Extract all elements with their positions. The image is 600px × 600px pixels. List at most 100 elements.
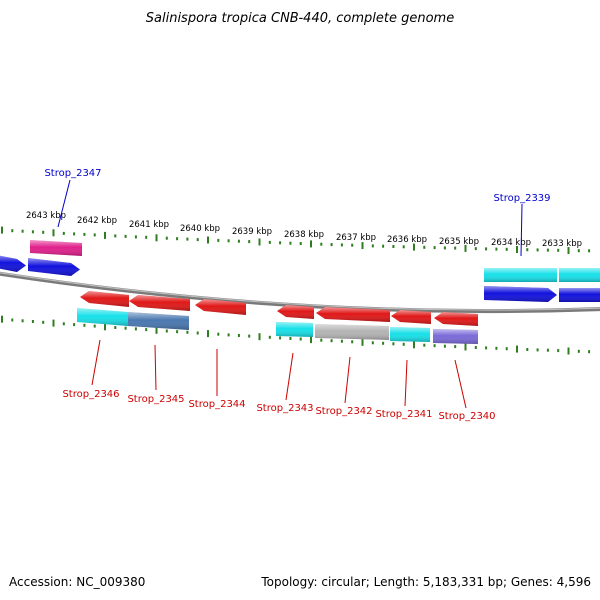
- minor-tick: [42, 230, 45, 234]
- minor-tick: [474, 346, 477, 349]
- minor-tick: [485, 346, 488, 350]
- minor-tick: [454, 246, 457, 250]
- tick-row-top: [1, 226, 591, 254]
- gene-label-strop-2341: Strop_2341: [375, 409, 432, 420]
- minor-tick: [340, 339, 343, 343]
- gene-strop-2340-block-shading: [433, 329, 478, 344]
- minor-tick: [93, 324, 96, 328]
- minor-tick: [588, 350, 591, 354]
- minor-tick: [320, 338, 323, 342]
- kbp-label: 2639 kbp: [232, 227, 272, 237]
- minor-tick: [330, 339, 333, 343]
- minor-tick: [557, 248, 560, 252]
- gene-label-strop-2340: Strop_2340: [438, 411, 495, 422]
- major-tick: [155, 326, 158, 334]
- minor-tick: [371, 341, 374, 345]
- minor-tick: [382, 341, 385, 345]
- leader-line: [520, 203, 523, 257]
- minor-tick: [382, 244, 385, 248]
- minor-tick: [31, 320, 34, 323]
- minor-tick: [62, 231, 65, 235]
- minor-tick: [124, 326, 127, 330]
- major-tick: [104, 323, 106, 331]
- minor-tick: [371, 244, 374, 248]
- gene-label-strop-2342: Strop_2342: [315, 406, 372, 417]
- leader-line: [154, 344, 157, 391]
- minor-tick: [114, 234, 117, 238]
- kbp-label: 2636 kbp: [387, 235, 427, 245]
- leader-line: [91, 339, 101, 386]
- major-tick: [413, 243, 415, 251]
- minor-tick: [134, 327, 137, 331]
- minor-tick: [237, 334, 240, 337]
- gene-strop-2346-block-shading: [77, 308, 128, 326]
- kbp-label: 2643 kbp: [26, 211, 66, 221]
- minor-tick: [557, 349, 560, 353]
- minor-tick: [505, 347, 508, 351]
- major-tick: [516, 345, 518, 353]
- minor-tick: [11, 229, 14, 233]
- gene-labels: Strop_2347 Strop_2339 Strop_2346 Strop_2…: [44, 168, 550, 422]
- minor-tick: [289, 241, 292, 245]
- kbp-label: 2635 kbp: [439, 237, 479, 247]
- minor-tick: [11, 318, 14, 322]
- major-tick: [52, 229, 55, 237]
- minor-tick: [299, 337, 302, 341]
- gene-strop-2339-shading: [484, 268, 557, 282]
- minor-tick: [495, 247, 498, 251]
- gene-blue-right-edge-shading: [559, 288, 600, 302]
- leader-line: [285, 352, 294, 401]
- minor-tick: [93, 233, 96, 237]
- gene-strop-2340-arrow-shading: [434, 312, 478, 326]
- minor-tick: [31, 230, 34, 234]
- genome-summary-text: Topology: circular; Length: 5,183,331 bp…: [260, 575, 591, 589]
- genome-backbone-highlight: [0, 272, 600, 311]
- map-title: Salinispora tropica CNB-440, complete ge…: [146, 11, 454, 26]
- minor-tick: [145, 235, 148, 239]
- major-tick: [258, 238, 261, 246]
- major-tick: [413, 341, 415, 349]
- minor-tick: [320, 242, 323, 246]
- minor-tick: [186, 237, 189, 241]
- gene-strop-2341-arrow-shading: [391, 310, 431, 324]
- minor-tick: [145, 328, 148, 332]
- major-tick: [516, 246, 518, 253]
- gene-strop-2341-block-shading: [390, 327, 430, 342]
- minor-tick: [474, 247, 477, 251]
- gene-label-strop-2343: Strop_2343: [256, 403, 313, 414]
- minor-tick: [351, 340, 354, 344]
- minor-tick: [176, 330, 179, 334]
- kbp-label: 2641 kbp: [129, 220, 169, 230]
- minor-tick: [83, 232, 86, 236]
- minor-tick: [237, 239, 240, 243]
- minor-tick: [495, 346, 498, 350]
- minor-tick: [423, 343, 426, 347]
- major-tick: [361, 242, 364, 250]
- minor-tick: [248, 240, 251, 244]
- minor-tick: [485, 247, 488, 251]
- major-tick: [310, 336, 312, 344]
- minor-tick: [279, 336, 282, 340]
- minor-tick: [526, 248, 529, 252]
- minor-tick: [196, 331, 199, 335]
- kbp-label: 2640 kbp: [180, 224, 220, 234]
- minor-tick: [546, 248, 549, 252]
- minor-tick: [299, 242, 302, 245]
- minor-tick: [268, 335, 271, 339]
- gene-forward-2338-shading: [484, 286, 557, 302]
- major-tick: [567, 347, 570, 355]
- minor-tick: [217, 332, 220, 336]
- gene-strop-2344-arrow-shading: [195, 299, 246, 315]
- minor-tick: [546, 348, 549, 352]
- minor-tick: [21, 319, 24, 323]
- gene-strop-2345-arrow-shading: [129, 295, 190, 311]
- leader-line: [404, 359, 408, 407]
- minor-tick: [114, 326, 117, 329]
- gene-features: [0, 240, 600, 344]
- major-tick: [207, 236, 209, 244]
- minor-tick: [443, 344, 446, 348]
- minor-tick: [186, 330, 189, 334]
- major-tick: [1, 315, 3, 323]
- leader-line: [344, 356, 351, 404]
- minor-tick: [577, 349, 580, 353]
